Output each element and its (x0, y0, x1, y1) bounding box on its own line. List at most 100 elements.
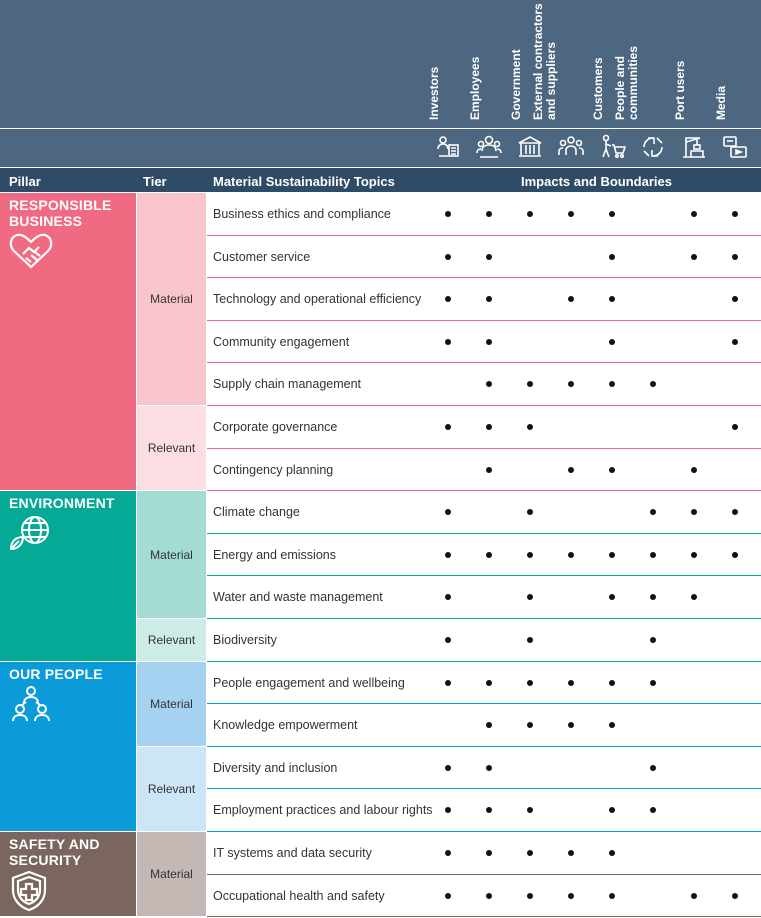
row-divider (207, 831, 761, 832)
impact-dot (445, 424, 451, 430)
impact-dot (691, 509, 697, 516)
impact-dot (609, 253, 615, 260)
shield-cross-icon (8, 870, 54, 917)
contractors-icon (556, 130, 586, 164)
impact-dot (609, 466, 615, 473)
pillar-title-line: RESPONSIBLE (9, 197, 112, 213)
stakeholder-label: Employees (468, 0, 504, 126)
topics-column-header: Material Sustainability Topics (213, 174, 395, 189)
tier-cell: Relevant (137, 619, 206, 661)
impact-dot (568, 211, 574, 217)
stakeholder-label-line: and suppliers (544, 41, 558, 120)
row-divider (207, 660, 761, 662)
impact-dot (650, 509, 656, 516)
topic-row (207, 619, 761, 661)
pillar-title-line: BUSINESS (9, 213, 83, 229)
impact-dot (486, 892, 492, 899)
impact-dot (486, 807, 492, 814)
pillar-column-header: Pillar (9, 174, 41, 189)
tier-label: Relevant (147, 781, 196, 796)
topic-name: Employment practices and labour rights (213, 803, 433, 818)
impact-dot (527, 509, 533, 516)
row-divider (207, 703, 761, 705)
topic-name: Climate change (213, 505, 300, 520)
pillar-title-line: SECURITY (9, 852, 82, 868)
stakeholder-label-line: Media (714, 85, 728, 120)
pillar-cell (0, 491, 136, 661)
media-icon (720, 130, 750, 164)
stakeholder-label-text: People and communities (613, 10, 640, 120)
impact-dot (486, 551, 492, 558)
impact-dot (445, 679, 451, 686)
impact-dot (527, 679, 533, 686)
pillar-title: ENVIRONMENT (9, 495, 115, 511)
impact-dot (732, 424, 738, 430)
topic-name: Energy and emissions (213, 547, 336, 562)
row-divider (207, 234, 761, 236)
stakeholder-label-text: Investors (427, 10, 441, 120)
topic-name: Technology and operational efficiency (213, 292, 422, 307)
topic-name: Occupational health and safety (213, 888, 385, 903)
impact-dot (445, 764, 451, 771)
impact-dot (527, 637, 533, 643)
row-divider (207, 532, 761, 534)
impact-dot (609, 338, 615, 345)
impact-dot (445, 637, 451, 643)
pillar-title-line: ENVIRONMENT (9, 495, 115, 512)
impact-dot (650, 594, 656, 601)
topic-name: Community engagement (213, 334, 350, 349)
impact-dot (691, 466, 697, 473)
pillar-cell (0, 661, 136, 831)
impact-dot (445, 253, 451, 260)
stakeholder-label: External contractors and suppliers (531, 0, 586, 126)
tier-label: Material (150, 867, 193, 882)
investor-icon (433, 130, 463, 164)
stakeholder-label-line: Investors (427, 66, 441, 120)
topic-name: IT systems and data security (213, 846, 372, 860)
stakeholder-label-text: Government (509, 10, 523, 120)
impact-dot (445, 807, 451, 814)
row-divider (207, 362, 761, 364)
topic-name: Knowledge empowerment (213, 718, 358, 733)
row-divider (207, 277, 761, 279)
impact-dot (650, 764, 656, 771)
stakeholder-label-text: Employees (468, 10, 482, 120)
row-divider (207, 319, 761, 321)
impact-dot (527, 892, 533, 899)
impact-dot (568, 381, 574, 388)
topic-name: Supply chain management (213, 377, 362, 392)
impact-dot (732, 211, 738, 217)
impact-dot (486, 296, 492, 303)
impact-dot (568, 679, 574, 686)
impact-dot (650, 551, 656, 558)
impact-dot (527, 211, 533, 217)
tier-cell: Material (137, 661, 206, 746)
impact-dot (650, 807, 656, 814)
stakeholder-icon-band (0, 129, 761, 167)
tier-column-header: Tier (143, 174, 167, 189)
stakeholder-label-line: Government (509, 49, 523, 120)
pillar-cell (0, 193, 136, 491)
stakeholder-label-line: Port users (673, 60, 687, 120)
impact-dot (609, 551, 615, 558)
impact-dot (486, 764, 492, 771)
tier-label: Material (150, 696, 193, 711)
column-header-row (0, 168, 761, 192)
impact-dot (650, 637, 656, 643)
row-divider (207, 916, 761, 918)
impact-dot (486, 466, 492, 473)
stakeholder-label-text: Port users (673, 10, 687, 120)
topic-name: Customer service (213, 249, 311, 264)
government-building-icon (515, 130, 545, 164)
impact-dot (486, 424, 492, 430)
topic-name: Diversity and inclusion (213, 760, 338, 775)
impact-dot (568, 850, 574, 856)
stakeholder-label: Investors (427, 0, 463, 126)
impact-dot (527, 381, 533, 388)
impact-dot (568, 296, 574, 303)
stakeholder-label-text: Media (714, 10, 728, 120)
pillar-title-line: SAFETY AND (9, 836, 100, 852)
topic-name: Biodiversity (213, 633, 277, 647)
tier-cell: Material (137, 491, 206, 618)
impact-dot (527, 551, 533, 558)
